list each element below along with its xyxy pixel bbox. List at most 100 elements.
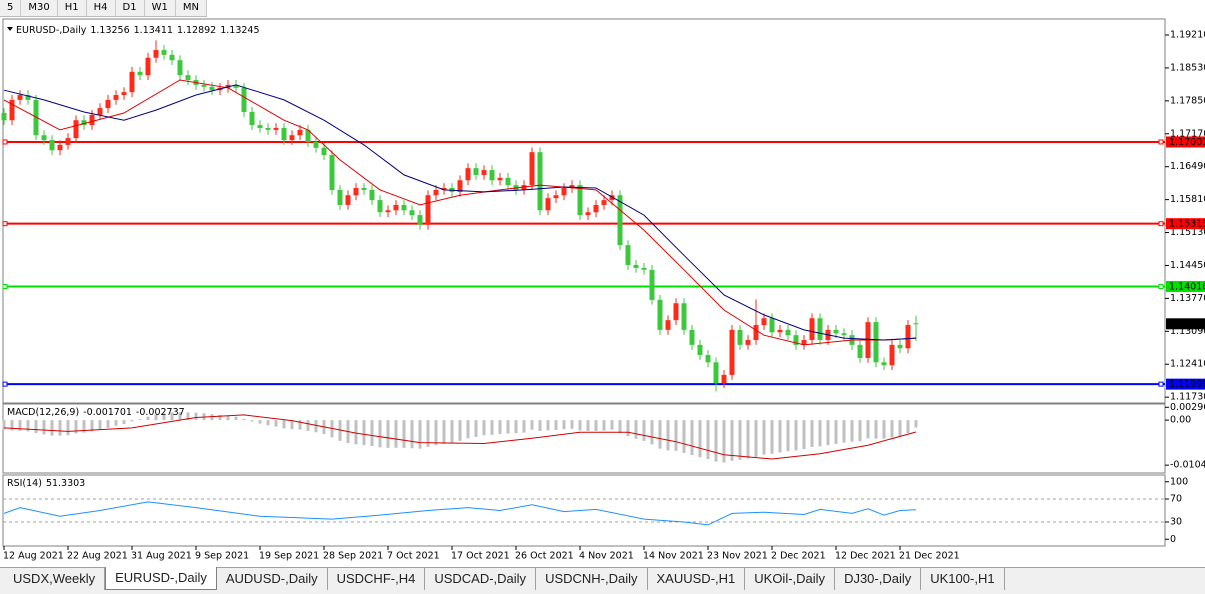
chart-tab[interactable]: EURUSD-,Daily <box>105 567 217 590</box>
indicator-title: MACD(12,26,9) <box>7 407 79 418</box>
timeframe-button[interactable]: M30 <box>21 0 58 16</box>
candle-body <box>89 114 95 126</box>
macd-bar <box>810 420 814 447</box>
macd-bar <box>162 413 166 421</box>
macd-bar <box>490 420 494 435</box>
level-handle <box>1158 139 1164 145</box>
y-tick-label: 1.14450 <box>1170 260 1205 271</box>
candle-body <box>913 323 919 325</box>
macd-bar <box>898 420 902 437</box>
chart-tab[interactable]: USDX,Weekly <box>4 568 106 590</box>
macd-bar <box>138 419 142 421</box>
candle-body <box>113 95 119 100</box>
candle-body <box>577 185 583 216</box>
x-tick-label: 17 Oct 2021 <box>451 551 510 562</box>
timeframe-button[interactable]: W1 <box>145 0 176 16</box>
x-tick-label: 22 Aug 2021 <box>67 551 128 562</box>
y-tick-label: 1.13090 <box>1170 326 1205 337</box>
chart-tab[interactable]: UKOil-,Daily <box>745 568 836 590</box>
candle-body <box>457 180 463 192</box>
timeframe-button[interactable]: H1 <box>58 0 87 16</box>
level-label-box <box>1166 136 1205 148</box>
macd-bar <box>546 420 550 431</box>
y-tick-label: 100 <box>1170 476 1188 487</box>
chart-tab[interactable]: USDCHF-,H4 <box>328 568 426 590</box>
macd-bar <box>738 420 742 460</box>
candle-body <box>329 155 335 190</box>
macd-bar <box>506 420 510 434</box>
macd-bar <box>434 420 438 446</box>
macd-bar <box>378 420 382 448</box>
candle-body <box>337 189 343 205</box>
macd-bar <box>658 420 662 449</box>
candle-body <box>561 188 567 196</box>
candle-body <box>761 318 767 326</box>
y-tick-label: -0.01042 <box>1170 460 1205 471</box>
macd-bar <box>906 420 910 434</box>
macd-bar <box>418 420 422 449</box>
candle-body <box>321 147 327 156</box>
candle-body <box>97 108 103 115</box>
y-tick-label: 30 <box>1170 517 1182 528</box>
candle-body <box>817 318 823 341</box>
candle-body <box>833 329 839 334</box>
chart-tab[interactable]: USDCAD-,Daily <box>425 568 537 590</box>
candle-body <box>377 200 383 213</box>
indicator-title: RSI(14) <box>7 478 42 489</box>
candle-body <box>241 87 247 112</box>
macd-bar <box>58 420 62 436</box>
chart-tab[interactable]: DJ30-,Daily <box>835 568 922 590</box>
macd-bar <box>98 420 102 430</box>
macd-bar <box>714 420 718 462</box>
macd-bar <box>618 420 622 434</box>
candle-body <box>137 71 143 76</box>
candle-body <box>593 204 599 213</box>
timeframe-button[interactable]: MN <box>176 0 207 16</box>
candle-body <box>433 189 439 196</box>
macd-bar <box>242 418 246 421</box>
y-tick-label: 1.11730 <box>1170 392 1205 403</box>
macd-bar <box>642 420 646 441</box>
timeframe-button[interactable]: D1 <box>116 0 145 16</box>
ohlc-value: 1.13411 <box>134 25 173 36</box>
y-tick-label: 0.002966 <box>1170 402 1205 413</box>
candle-body <box>529 152 535 186</box>
symbol-title: EURUSD-,Daily <box>16 25 87 36</box>
candle-body <box>801 340 807 345</box>
level-label: 1.11999 <box>1169 379 1205 390</box>
candle-body <box>425 195 431 225</box>
timeframe-button[interactable]: 5 <box>0 0 22 16</box>
x-tick-label: 9 Sep 2021 <box>195 551 249 562</box>
candle-body <box>721 374 727 384</box>
macd-bar <box>834 420 838 444</box>
macd-bar <box>866 420 870 439</box>
candle-body <box>153 50 159 58</box>
macd-bar <box>82 420 86 433</box>
candle-body <box>809 318 815 341</box>
chart-tabs: USDX,Weekly EURUSD-,Daily AUDUSD-,Daily USD… <box>0 567 1205 594</box>
chart-tab[interactable]: UK100-,H1 <box>921 568 1005 590</box>
candle-body <box>785 329 791 336</box>
macd-bar <box>778 420 782 453</box>
macd-bar <box>2 420 6 430</box>
chart-tab[interactable]: XAUUSD-,H1 <box>648 568 746 590</box>
candle-body <box>633 264 639 268</box>
level-handle <box>1158 283 1164 289</box>
candle-body <box>409 210 415 216</box>
x-tick-label: 21 Dec 2021 <box>899 551 960 562</box>
macd-bar <box>722 420 726 463</box>
chart-tab[interactable]: USDCNH-,Daily <box>536 568 648 590</box>
candle-body <box>729 329 735 375</box>
chart-tab[interactable]: AUDUSD-,Daily <box>217 568 328 590</box>
x-tick-label: 31 Aug 2021 <box>131 551 192 562</box>
chart-header: EURUSD-,Daily 1.13256 1.13411 1.12892 1.1324… <box>16 25 260 36</box>
candle-body <box>465 168 471 181</box>
timeframe-button[interactable]: H4 <box>87 0 116 16</box>
macd-header: MACD(12,26,9) -0.001701 -0.002737 <box>7 407 185 418</box>
level-handle <box>2 221 8 227</box>
moving-average <box>3 79 917 346</box>
macd-bar <box>50 420 54 436</box>
candle-body <box>881 362 887 366</box>
candle-body <box>393 204 399 211</box>
